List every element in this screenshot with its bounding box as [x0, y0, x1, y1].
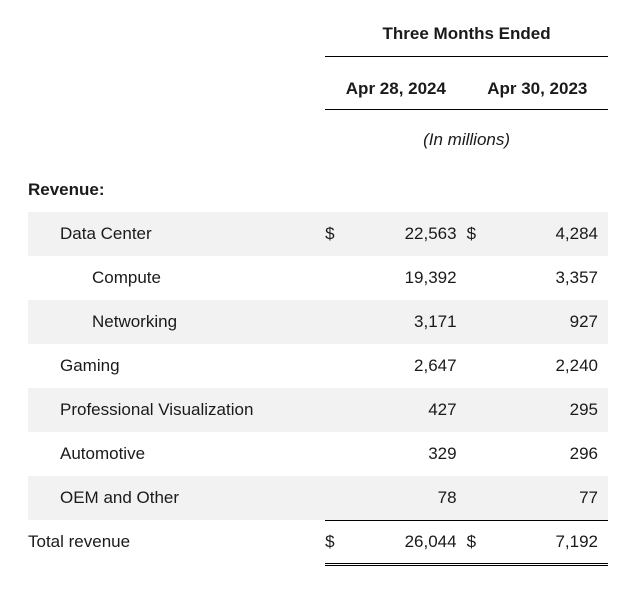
cell-value: 2,240 — [495, 344, 608, 388]
cell-value: 295 — [495, 388, 608, 432]
table-row: Gaming 2,647 2,240 — [28, 344, 608, 388]
table-row: Compute 19,392 3,357 — [28, 256, 608, 300]
currency-symbol: $ — [467, 520, 496, 564]
row-label: Gaming — [28, 344, 325, 388]
period-header-row: Three Months Ended — [28, 24, 608, 57]
row-label: Compute — [28, 256, 325, 300]
table-row: Networking 3,171 927 — [28, 300, 608, 344]
cell-value: 2,647 — [354, 344, 467, 388]
cell-value: 3,357 — [495, 256, 608, 300]
total-value: 26,044 — [354, 520, 467, 564]
currency-symbol: $ — [467, 212, 496, 256]
column-header-0: Apr 28, 2024 — [325, 57, 466, 110]
table-row: Professional Visualization 427 295 — [28, 388, 608, 432]
cell-value: 296 — [495, 432, 608, 476]
total-label: Total revenue — [28, 520, 325, 564]
row-label: Automotive — [28, 432, 325, 476]
cell-value: 3,171 — [354, 300, 467, 344]
currency-symbol: $ — [325, 212, 354, 256]
section-label-row: Revenue: — [28, 168, 608, 212]
cell-value: 427 — [354, 388, 467, 432]
table-row: Data Center $ 22,563 $ 4,284 — [28, 212, 608, 256]
total-value: 7,192 — [495, 520, 608, 564]
row-label: OEM and Other — [28, 476, 325, 520]
cell-value: 78 — [354, 476, 467, 520]
table-row: Automotive 329 296 — [28, 432, 608, 476]
section-label: Revenue: — [28, 168, 325, 212]
column-header-row: Apr 28, 2024 Apr 30, 2023 — [28, 57, 608, 110]
cell-value: 22,563 — [354, 212, 467, 256]
row-label: Networking — [28, 300, 325, 344]
currency-symbol: $ — [325, 520, 354, 564]
units-note: (In millions) — [325, 110, 608, 169]
cell-value: 329 — [354, 432, 467, 476]
row-label: Data Center — [28, 212, 325, 256]
period-header: Three Months Ended — [325, 24, 608, 57]
column-header-1: Apr 30, 2023 — [467, 57, 608, 110]
cell-value: 4,284 — [495, 212, 608, 256]
revenue-table: Three Months Ended Apr 28, 2024 Apr 30, … — [28, 24, 608, 572]
units-row: (In millions) — [28, 110, 608, 169]
cell-value: 19,392 — [354, 256, 467, 300]
cell-value: 927 — [495, 300, 608, 344]
total-row: Total revenue $ 26,044 $ 7,192 — [28, 520, 608, 564]
table-row: OEM and Other 78 77 — [28, 476, 608, 520]
cell-value: 77 — [495, 476, 608, 520]
row-label: Professional Visualization — [28, 388, 325, 432]
